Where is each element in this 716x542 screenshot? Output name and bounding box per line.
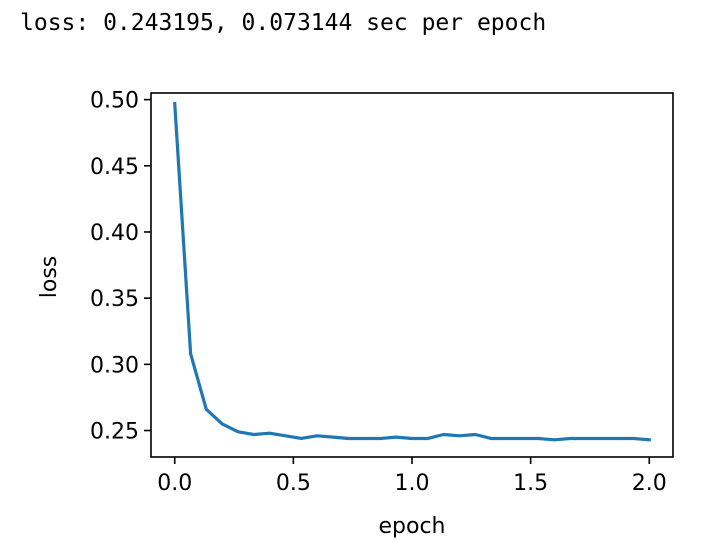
x-tick-label: 0.5 (276, 471, 311, 496)
axes: 0.0 0.5 1.0 1.5 2.0 0.25 0.30 0.35 0.40 0.45 0.50 (90, 89, 674, 496)
x-tick-label: 2.0 (632, 471, 667, 496)
x-tick-label: 1.0 (395, 471, 430, 496)
y-tick-label: 0.45 (90, 155, 139, 180)
x-axis-label: epoch (379, 514, 446, 539)
x-tick-label: 1.5 (513, 471, 548, 496)
y-axis-label: loss (37, 256, 62, 299)
y-tick-label: 0.30 (90, 353, 139, 378)
x-tick-label: 0.0 (157, 471, 192, 496)
series-line-0 (173, 101, 651, 442)
plot-area (173, 101, 651, 442)
y-tick-label: 0.40 (90, 221, 139, 246)
training-output-text: loss: 0.243195, 0.073144 sec per epoch (20, 10, 547, 36)
y-tick-label: 0.35 (90, 287, 139, 312)
y-tick-label: 0.25 (90, 420, 139, 445)
y-tick-label: 0.50 (90, 89, 139, 114)
plot-frame (150, 92, 674, 458)
